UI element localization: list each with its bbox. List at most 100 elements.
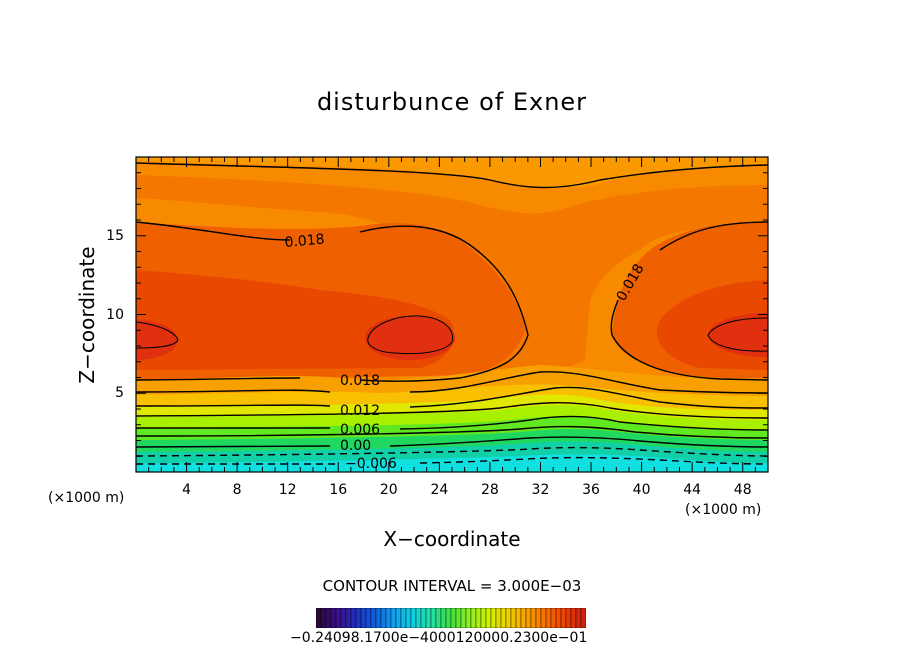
colorbar-cell bbox=[545, 608, 552, 628]
contour-inner-right bbox=[707, 317, 768, 352]
y-tick-label: 10 bbox=[106, 306, 124, 323]
colorbar-cell bbox=[470, 608, 477, 628]
colorbar-cell bbox=[340, 608, 347, 628]
colorbar-cell bbox=[540, 608, 547, 628]
colorbar-cell bbox=[385, 608, 392, 628]
x-tick-label: 16 bbox=[329, 482, 348, 498]
contour-inner-left bbox=[136, 321, 179, 349]
colorbar-cell bbox=[445, 608, 452, 628]
colorbar-cell bbox=[370, 608, 377, 628]
contour-neg006 bbox=[136, 456, 768, 465]
colorbar-cell bbox=[535, 608, 542, 628]
x-tick-label: 44 bbox=[683, 482, 702, 498]
contour-000 bbox=[136, 436, 768, 448]
colorbar-cell bbox=[335, 608, 342, 628]
colorbar-cell bbox=[375, 608, 382, 628]
contour-018-left bbox=[136, 221, 529, 382]
contour-label-3: 0.018 bbox=[340, 373, 380, 389]
y-tick-label: 5 bbox=[115, 385, 124, 402]
colorbar-cell bbox=[455, 608, 462, 628]
colorbar-cell bbox=[515, 608, 522, 628]
colorbar-cell bbox=[505, 608, 512, 628]
contour-top bbox=[136, 162, 768, 189]
colorbar bbox=[316, 608, 586, 628]
x-tick-label: 40 bbox=[632, 482, 651, 498]
contour-009 bbox=[136, 402, 768, 419]
colorbar-cell bbox=[580, 608, 586, 628]
x-tick-label: 20 bbox=[379, 482, 398, 498]
colorbar-cell bbox=[485, 608, 492, 628]
colorbar-cell bbox=[320, 608, 327, 628]
y-tick-label: 15 bbox=[106, 227, 124, 244]
colorbar-cell bbox=[390, 608, 397, 628]
colorbar-cell bbox=[435, 608, 442, 628]
colorbar-cell bbox=[430, 608, 437, 628]
contour-inner-mid bbox=[367, 315, 454, 355]
band-upper-2 bbox=[136, 175, 768, 372]
colorbar-cell bbox=[420, 608, 427, 628]
contour-label-5: 0.006 bbox=[340, 422, 380, 438]
contour-006 bbox=[136, 415, 768, 431]
colorbar-cell bbox=[465, 608, 472, 628]
colorbar-cell bbox=[565, 608, 572, 628]
contour-018-right bbox=[610, 221, 768, 381]
x-tick-label: 8 bbox=[232, 482, 242, 498]
colorbar-cell bbox=[325, 608, 332, 628]
colorbar-cell bbox=[525, 608, 532, 628]
contour-015 bbox=[136, 371, 768, 394]
contour-label-6: 0.00 bbox=[340, 438, 371, 454]
band-low-8 bbox=[136, 454, 768, 472]
x-tick-label: 24 bbox=[430, 482, 449, 498]
colorbar-cell bbox=[316, 608, 322, 628]
x-tick-label: 36 bbox=[582, 482, 600, 498]
x-tick-label: 4 bbox=[182, 482, 192, 498]
x-tick-label: 12 bbox=[278, 482, 297, 498]
x-tick-label: 28 bbox=[480, 482, 499, 498]
colorbar-cell bbox=[330, 608, 337, 628]
colorbar-cell bbox=[495, 608, 502, 628]
colorbar-cell bbox=[460, 608, 467, 628]
colorbar-cell bbox=[490, 608, 497, 628]
contour-label-1: 0.018 bbox=[284, 232, 325, 251]
chart-title: disturbunce of Exner bbox=[316, 88, 588, 116]
colorbar-cell bbox=[510, 608, 517, 628]
colorbar-cell bbox=[480, 608, 487, 628]
colorbar-cell bbox=[520, 608, 527, 628]
colorbar-cell bbox=[395, 608, 402, 628]
band-orange-light bbox=[136, 157, 768, 189]
contour-label-7: −0.006 bbox=[345, 456, 397, 472]
colorbar-cell bbox=[450, 608, 457, 628]
x-tick-label: 32 bbox=[531, 482, 550, 498]
colorbar-cell bbox=[355, 608, 362, 628]
colorbar-cell bbox=[575, 608, 582, 628]
contour-003 bbox=[136, 425, 768, 439]
contour-label-4: 0.012 bbox=[340, 403, 380, 419]
colorbar-cell bbox=[555, 608, 562, 628]
x-unit-right: (×1000 m) bbox=[685, 502, 762, 518]
colorbar-cell bbox=[405, 608, 412, 628]
colorbar-cell bbox=[500, 608, 507, 628]
colorbar-cell bbox=[570, 608, 577, 628]
colorbar-cell bbox=[400, 608, 407, 628]
colorbar-cell bbox=[560, 608, 567, 628]
colorbar-cell bbox=[360, 608, 367, 628]
colorbar-cell bbox=[410, 608, 417, 628]
x-unit-left: (×1000 m) bbox=[48, 490, 125, 506]
colorbar-cell bbox=[475, 608, 482, 628]
contour-neg003 bbox=[136, 446, 768, 457]
contour-012 bbox=[136, 386, 768, 409]
x-axis-label: X−coordinate bbox=[383, 527, 521, 551]
colorbar-cell bbox=[365, 608, 372, 628]
colorbar-cell bbox=[440, 608, 447, 628]
colorbar-cell bbox=[345, 608, 352, 628]
colorbar-labels: −0.24098.1700e−4000120000.2300e−01 bbox=[290, 630, 588, 646]
colorbar-cell bbox=[425, 608, 432, 628]
colorbar-cell bbox=[530, 608, 537, 628]
colorbar-cell bbox=[380, 608, 387, 628]
contour-interval-text: CONTOUR INTERVAL = 3.000E−03 bbox=[322, 577, 582, 595]
colorbar-cell bbox=[350, 608, 357, 628]
colorbar-cell bbox=[550, 608, 557, 628]
x-tick-label: 48 bbox=[733, 482, 752, 498]
colorbar-cell bbox=[415, 608, 422, 628]
